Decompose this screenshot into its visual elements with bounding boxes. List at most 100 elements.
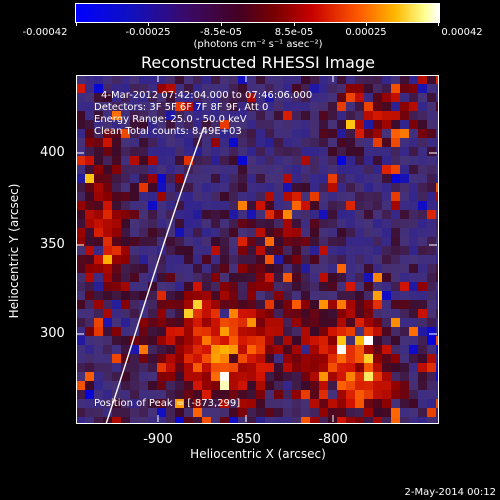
image-pixel xyxy=(364,381,373,390)
image-pixel xyxy=(274,237,283,246)
image-pixel xyxy=(103,192,112,201)
image-pixel xyxy=(391,111,400,120)
image-pixel xyxy=(139,381,148,390)
image-pixel xyxy=(184,264,193,273)
image-pixel xyxy=(76,354,85,363)
image-pixel xyxy=(166,75,175,84)
image-pixel xyxy=(103,84,112,93)
image-pixel xyxy=(355,300,364,309)
image-pixel xyxy=(418,309,427,318)
image-pixel xyxy=(202,417,211,424)
image-pixel xyxy=(310,165,319,174)
image-pixel xyxy=(436,138,439,147)
image-pixel xyxy=(328,336,337,345)
image-pixel xyxy=(229,192,238,201)
image-pixel xyxy=(346,111,355,120)
image-pixel xyxy=(238,246,247,255)
image-pixel xyxy=(346,336,355,345)
image-pixel xyxy=(103,75,112,84)
image-pixel xyxy=(148,246,157,255)
image-pixel xyxy=(301,237,310,246)
image-pixel xyxy=(346,246,355,255)
image-pixel xyxy=(103,147,112,156)
image-pixel xyxy=(238,174,247,183)
image-pixel xyxy=(274,318,283,327)
image-pixel xyxy=(364,354,373,363)
image-pixel xyxy=(274,192,283,201)
image-pixel xyxy=(103,120,112,129)
image-pixel xyxy=(373,93,382,102)
image-pixel xyxy=(274,291,283,300)
image-pixel xyxy=(184,282,193,291)
image-pixel xyxy=(130,120,139,129)
image-pixel xyxy=(238,372,247,381)
image-pixel xyxy=(274,201,283,210)
image-pixel xyxy=(85,111,94,120)
image-pixel xyxy=(112,75,121,84)
image-pixel xyxy=(319,93,328,102)
image-pixel xyxy=(427,363,436,372)
image-pixel xyxy=(76,399,85,408)
image-pixel xyxy=(211,291,220,300)
image-pixel xyxy=(373,399,382,408)
image-pixel xyxy=(373,102,382,111)
image-pixel xyxy=(409,210,418,219)
image-pixel xyxy=(166,417,175,424)
image-pixel xyxy=(229,147,238,156)
image-pixel xyxy=(382,390,391,399)
image-pixel xyxy=(292,300,301,309)
image-pixel xyxy=(355,273,364,282)
image-pixel xyxy=(265,282,274,291)
image-pixel xyxy=(157,381,166,390)
image-pixel xyxy=(427,327,436,336)
image-pixel xyxy=(121,219,130,228)
image-pixel xyxy=(373,219,382,228)
image-pixel xyxy=(265,255,274,264)
image-pixel xyxy=(400,165,409,174)
image-pixel xyxy=(346,210,355,219)
image-pixel xyxy=(265,111,274,120)
image-pixel xyxy=(94,84,103,93)
image-pixel xyxy=(94,183,103,192)
image-pixel xyxy=(202,336,211,345)
image-pixel xyxy=(283,309,292,318)
image-pixel xyxy=(382,75,391,84)
image-pixel xyxy=(229,264,238,273)
image-pixel xyxy=(355,228,364,237)
image-pixel xyxy=(202,309,211,318)
image-pixel xyxy=(310,399,319,408)
image-pixel xyxy=(265,417,274,424)
image-pixel xyxy=(238,228,247,237)
image-pixel xyxy=(301,372,310,381)
image-pixel xyxy=(427,84,436,93)
image-pixel xyxy=(85,354,94,363)
image-pixel xyxy=(310,372,319,381)
image-pixel xyxy=(292,255,301,264)
image-pixel xyxy=(418,273,427,282)
image-pixel xyxy=(436,390,439,399)
image-pixel xyxy=(85,318,94,327)
image-pixel xyxy=(76,129,85,138)
image-pixel xyxy=(121,93,130,102)
image-pixel xyxy=(283,354,292,363)
image-pixel xyxy=(382,336,391,345)
image-pixel xyxy=(310,336,319,345)
image-pixel xyxy=(166,345,175,354)
image-pixel xyxy=(364,201,373,210)
image-pixel xyxy=(436,156,439,165)
image-pixel xyxy=(337,201,346,210)
image-pixel xyxy=(166,210,175,219)
image-pixel xyxy=(355,309,364,318)
image-pixel xyxy=(346,120,355,129)
image-pixel xyxy=(157,327,166,336)
image-pixel xyxy=(202,192,211,201)
image-pixel xyxy=(256,84,265,93)
image-pixel xyxy=(76,300,85,309)
image-pixel xyxy=(247,390,256,399)
image-pixel xyxy=(157,165,166,174)
image-pixel xyxy=(418,345,427,354)
image-pixel xyxy=(346,183,355,192)
image-pixel xyxy=(112,291,121,300)
image-pixel xyxy=(301,336,310,345)
image-pixel xyxy=(400,174,409,183)
